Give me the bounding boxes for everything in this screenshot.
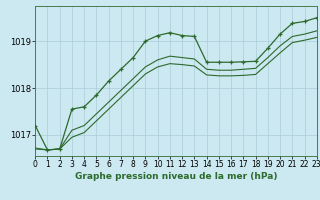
X-axis label: Graphe pression niveau de la mer (hPa): Graphe pression niveau de la mer (hPa) <box>75 172 277 181</box>
